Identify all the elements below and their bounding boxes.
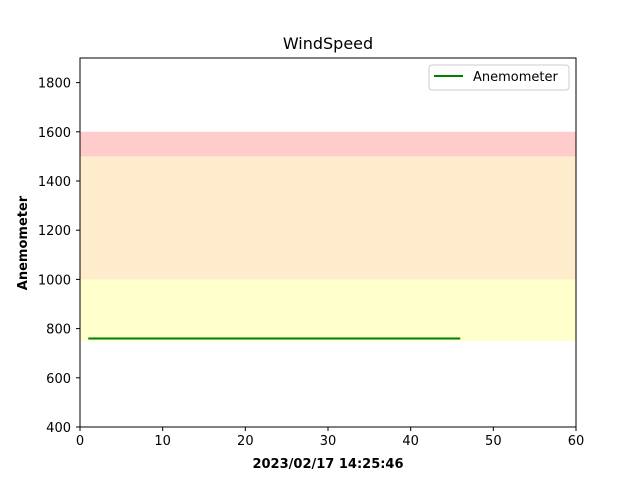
x-tick-label: 50 xyxy=(485,434,502,449)
x-axis-label: 2023/02/17 14:25:46 xyxy=(252,457,403,472)
y-axis: 400 600 800 1000 1200 1400 1600 1800 xyxy=(38,77,80,436)
x-tick-label: 30 xyxy=(320,434,337,449)
x-tick-label: 40 xyxy=(402,434,419,449)
legend: Anemometer xyxy=(428,64,570,91)
threshold-band-0 xyxy=(80,279,576,341)
chart-title: WindSpeed xyxy=(283,34,373,53)
y-tick-label: 600 xyxy=(46,372,71,387)
threshold-bands xyxy=(80,131,576,341)
legend-box xyxy=(428,64,570,91)
y-tick-label: 1000 xyxy=(38,273,71,288)
x-tick-label: 10 xyxy=(154,434,171,449)
x-tick-label: 0 xyxy=(76,434,84,449)
x-tick-label: 60 xyxy=(568,434,585,449)
legend-label: Anemometer xyxy=(473,70,559,85)
threshold-band-2 xyxy=(80,131,576,157)
y-tick-label: 1800 xyxy=(38,77,71,92)
x-axis: 0 10 20 30 40 50 60 xyxy=(76,427,584,449)
y-tick-label: 400 xyxy=(46,421,71,436)
threshold-band-1 xyxy=(80,156,576,280)
y-tick-label: 1400 xyxy=(38,175,71,190)
y-axis-label: Anemometer xyxy=(16,195,31,290)
y-tick-label: 1200 xyxy=(38,224,71,239)
y-tick-label: 800 xyxy=(46,323,71,338)
y-tick-label: 1600 xyxy=(38,126,71,141)
x-tick-label: 20 xyxy=(237,434,254,449)
